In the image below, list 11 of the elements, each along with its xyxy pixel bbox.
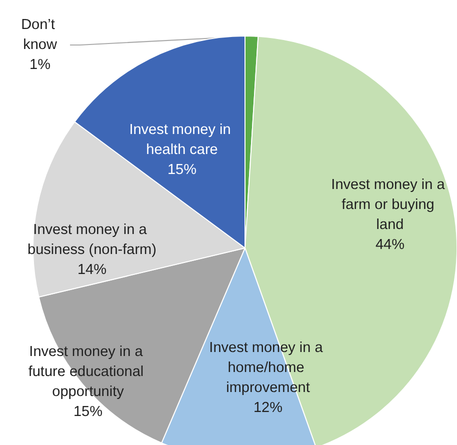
data-label: 1% bbox=[30, 57, 51, 73]
slice-label: Invest money in a farm or buying land bbox=[331, 177, 449, 233]
slice-label: Invest money in health care bbox=[129, 122, 235, 158]
slice-label: Invest money in a home/home improvement bbox=[209, 340, 327, 396]
data-label: 14% bbox=[77, 262, 107, 278]
data-label: 44% bbox=[375, 237, 405, 253]
data-label: 12% bbox=[253, 400, 283, 416]
data-label: 15% bbox=[73, 404, 103, 420]
slice-label: Invest money in a business (non-farm) bbox=[28, 222, 156, 258]
slice-label: Don’t know bbox=[21, 17, 59, 53]
data-label: 15% bbox=[167, 162, 197, 178]
